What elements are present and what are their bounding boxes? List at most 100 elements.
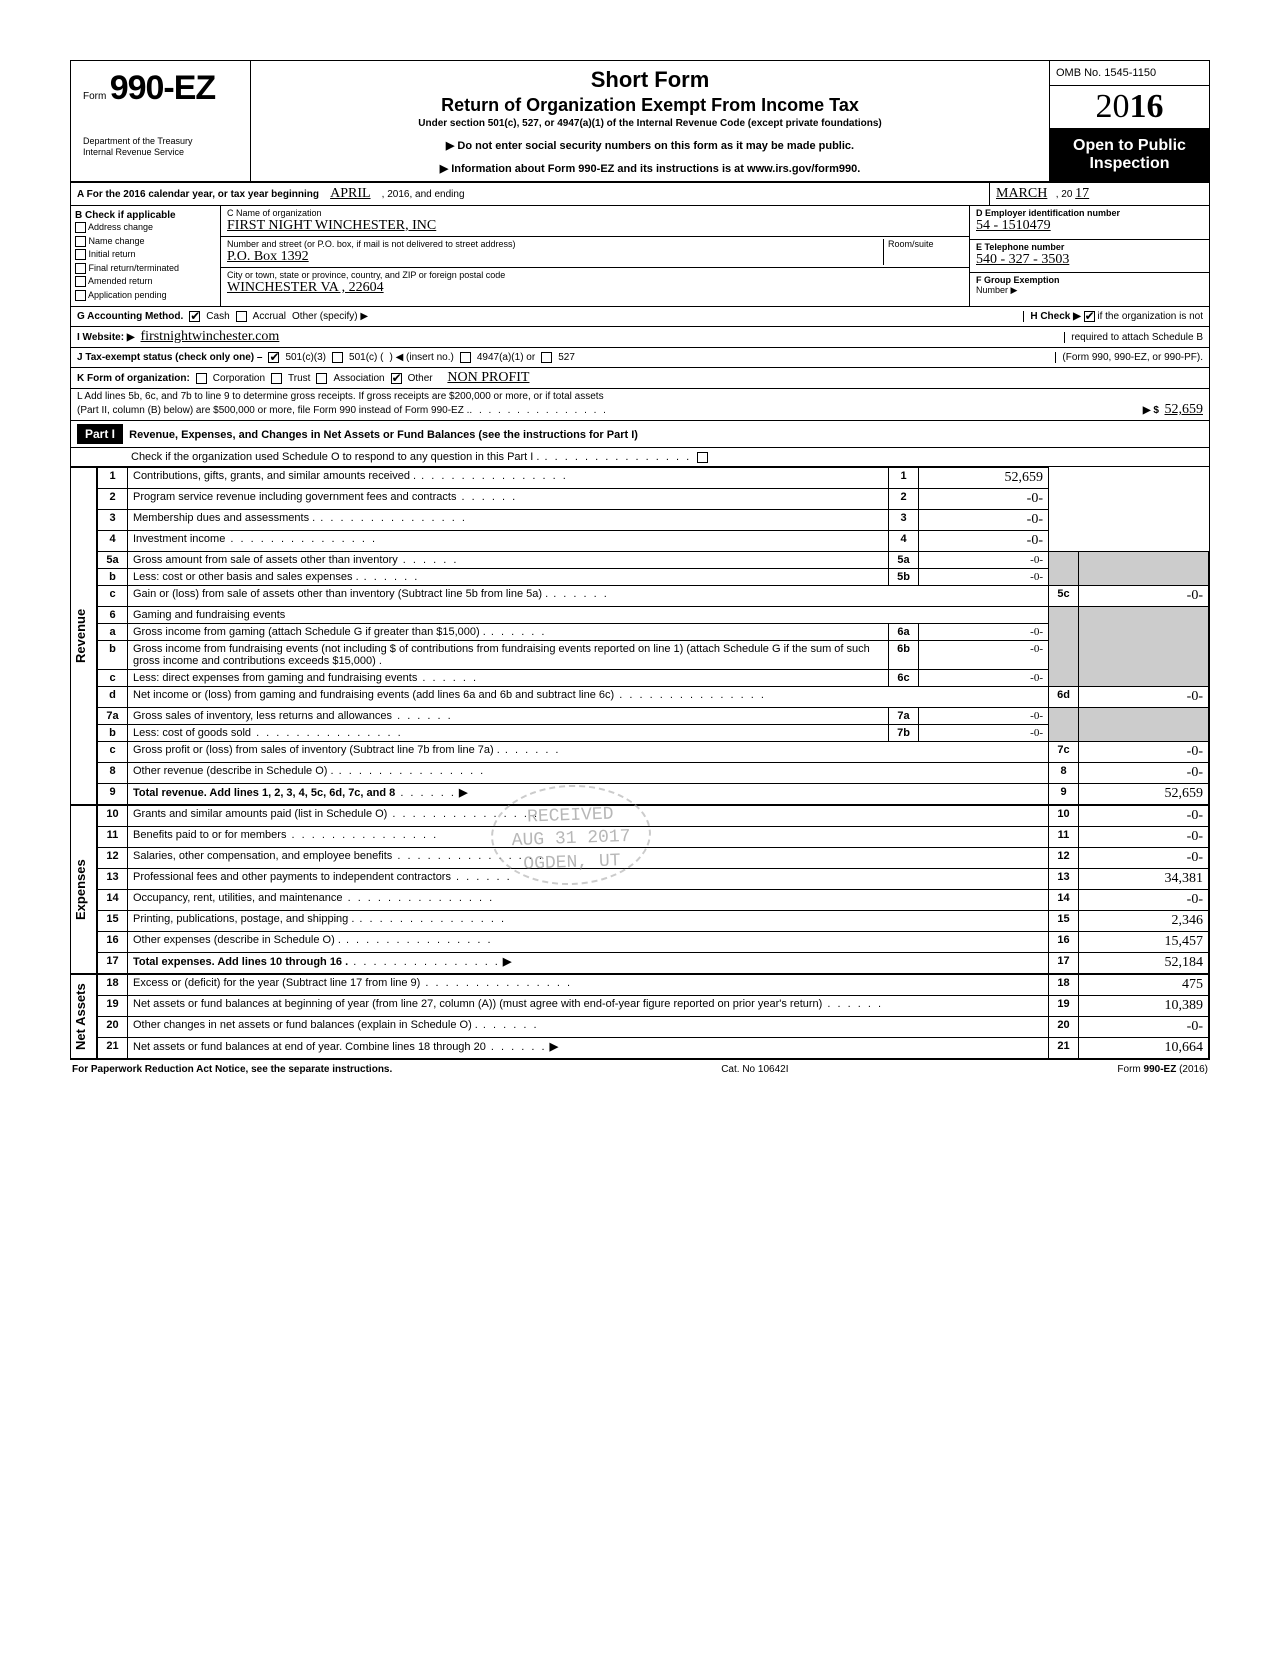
open-public-2: Inspection [1054, 155, 1205, 173]
form-990ez: Form 990-EZ Department of the Treasury I… [70, 60, 1210, 1060]
tax-year-begin[interactable]: APRIL [330, 186, 370, 201]
chk-schedule-b[interactable] [1084, 311, 1095, 322]
line-text: Contributions, gifts, grants, and simila… [133, 470, 416, 482]
row-a-right: MARCH , 20 17 [989, 183, 1209, 205]
revenue-table: 1 Contributions, gifts, grants, and simil… [97, 467, 1209, 805]
chk-final-return[interactable]: Final return/terminated [75, 262, 216, 276]
line-11: 11Benefits paid to or for members11-0- [98, 827, 1209, 848]
group-exemption-label: F Group Exemption [976, 275, 1060, 285]
chk-name-change[interactable]: Name change [75, 235, 216, 249]
chk-pending[interactable]: Application pending [75, 289, 216, 303]
chk-other-org[interactable] [391, 373, 402, 384]
footer-right: Form 990-EZ (2016) [1117, 1064, 1208, 1075]
chk-schedule-o[interactable] [697, 452, 708, 463]
line-9: 9Total revenue. Add lines 1, 2, 3, 4, 5c… [98, 784, 1209, 805]
col-def: D Employer identification number 54 - 15… [969, 206, 1209, 306]
lbl-other: Other (specify) ▶ [292, 311, 368, 322]
other-org-value[interactable]: NON PROFIT [447, 370, 529, 386]
chk-corporation[interactable] [196, 373, 207, 384]
title-return: Return of Organization Exempt From Incom… [261, 95, 1039, 116]
part1-check-text: Check if the organization used Schedule … [131, 451, 539, 463]
expenses-block: Expenses 10Grants and similar amounts pa… [71, 805, 1209, 974]
ein-value[interactable]: 54 - 1510479 [976, 218, 1051, 233]
row-j-label: J Tax-exempt status (check only one) – [77, 352, 262, 363]
tax-year-end-yr[interactable]: 17 [1075, 186, 1089, 201]
title-short-form: Short Form [261, 67, 1039, 93]
row-l-line2: (Part II, column (B) below) are $500,000… [77, 405, 469, 416]
row-l-line1: L Add lines 5b, 6c, and 7b to line 9 to … [77, 391, 1203, 402]
website-value[interactable]: firstnightwinchester.com [141, 329, 280, 345]
room-label: Room/suite [888, 239, 963, 249]
lbl-corporation: Corporation [213, 373, 265, 384]
row-k-label: K Form of organization: [77, 373, 190, 384]
row-a-left: A For the 2016 calendar year, or tax yea… [71, 183, 989, 205]
line-21: 21Net assets or fund balances at end of … [98, 1038, 1209, 1059]
telephone-label: E Telephone number [976, 242, 1064, 252]
group-exemption-row: F Group Exemption Number ▶ [970, 273, 1209, 306]
dept-line-2: Internal Revenue Service [83, 147, 238, 158]
header-right: OMB No. 1545-1150 2016 Open to Public In… [1049, 61, 1209, 181]
row-l-dollar: $ [1153, 405, 1159, 416]
page-footer: For Paperwork Reduction Act Notice, see … [70, 1060, 1210, 1079]
open-to-public: Open to Public Inspection [1050, 129, 1209, 181]
line-2: 2Program service revenue including gover… [98, 489, 1209, 510]
chk-trust[interactable] [271, 373, 282, 384]
chk-501c[interactable] [332, 352, 343, 363]
ein-row: D Employer identification number 54 - 15… [970, 206, 1209, 240]
org-name-label: C Name of organization [227, 208, 963, 218]
lbl-4947: 4947(a)(1) or [477, 352, 535, 363]
part1-title: Revenue, Expenses, and Changes in Net As… [129, 429, 638, 441]
chk-label-initial: Initial return [89, 249, 136, 259]
address-label: Number and street (or P.O. box, if mail … [227, 239, 873, 249]
tax-year-end-month[interactable]: MARCH [996, 186, 1047, 201]
row-a-yr-lbl: , 20 [1056, 189, 1073, 200]
line-5c: cGain or (loss) from sale of assets othe… [98, 586, 1209, 607]
footer-left: For Paperwork Reduction Act Notice, see … [72, 1064, 392, 1075]
part1-check-row: Check if the organization used Schedule … [71, 448, 1209, 467]
chk-accrual[interactable] [236, 311, 247, 322]
line-19: 19Net assets or fund balances at beginni… [98, 996, 1209, 1017]
group-exemption-number: Number ▶ [976, 285, 1017, 295]
city-row: City or town, state or province, country… [221, 268, 969, 298]
line-17: 17Total expenses. Add lines 10 through 1… [98, 953, 1209, 974]
header-row: Form 990-EZ Department of the Treasury I… [71, 61, 1209, 183]
org-name-value[interactable]: FIRST NIGHT WINCHESTER, INC [227, 218, 436, 233]
line-7c: cGross profit or (loss) from sales of in… [98, 742, 1209, 763]
line-6c: cLess: direct expenses from gaming and f… [98, 670, 1209, 687]
subtitle: Under section 501(c), 527, or 4947(a)(1)… [261, 118, 1039, 129]
row-h: H Check ▶ if the organization is not [1023, 311, 1203, 322]
room-suite: Room/suite [883, 239, 963, 265]
side-label-netassets: Net Assets [71, 974, 97, 1059]
chk-label-amended: Amended return [88, 276, 153, 286]
gross-receipts-value[interactable]: 52,659 [1165, 402, 1204, 418]
chk-4947[interactable] [460, 352, 471, 363]
line-1: 1 Contributions, gifts, grants, and simil… [98, 468, 1209, 489]
chk-amended[interactable]: Amended return [75, 275, 216, 289]
arrow-line-1: ▶ Do not enter social security numbers o… [261, 139, 1039, 152]
lbl-527: 527 [558, 352, 575, 363]
chk-cash[interactable] [189, 311, 200, 322]
line-box: 1 [889, 468, 919, 489]
chk-501c3[interactable] [268, 352, 279, 363]
open-public-1: Open to Public [1054, 137, 1205, 155]
row-g-label: G Accounting Method. [77, 311, 183, 322]
row-h-line2: required to attach Schedule B [1064, 332, 1203, 343]
dots [539, 451, 691, 463]
form-number: 990-EZ [110, 69, 216, 107]
line-num: 1 [98, 468, 128, 489]
address-value[interactable]: P.O. Box 1392 [227, 249, 309, 264]
telephone-row: E Telephone number 540 - 327 - 3503 [970, 240, 1209, 274]
chk-527[interactable] [541, 352, 552, 363]
lbl-trust: Trust [288, 373, 310, 384]
city-value[interactable]: WINCHESTER VA , 22604 [227, 280, 384, 295]
chk-association[interactable] [316, 373, 327, 384]
lbl-501c-b: ) ◀ (insert no.) [389, 352, 453, 363]
telephone-value[interactable]: 540 - 327 - 3503 [976, 252, 1069, 267]
chk-address-change[interactable]: Address change [75, 221, 216, 235]
chk-initial-return[interactable]: Initial return [75, 248, 216, 262]
title-cell: Short Form Return of Organization Exempt… [251, 61, 1049, 181]
side-label-expenses: Expenses [71, 805, 97, 974]
year-outline: 20 [1096, 88, 1130, 125]
line-3: 3Membership dues and assessments .3-0- [98, 510, 1209, 531]
line-amount[interactable]: 52,659 [919, 468, 1049, 489]
